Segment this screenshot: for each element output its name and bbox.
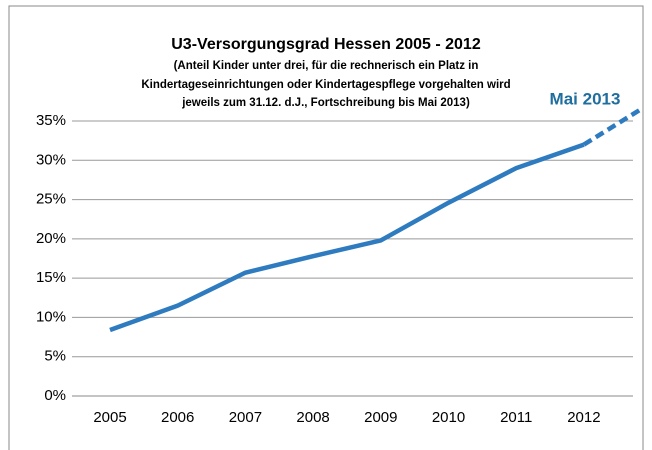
x-tick-label: 2007 bbox=[229, 409, 262, 426]
subtitle: jeweils zum 31.12. d.J., Fortschreibung … bbox=[181, 97, 470, 109]
subtitle: (Anteil Kinder unter drei, für die rechn… bbox=[174, 60, 479, 72]
x-tick-label: 2012 bbox=[567, 409, 600, 426]
x-tick-label: 2006 bbox=[161, 409, 194, 426]
projection-line bbox=[582, 107, 643, 147]
y-tick-label: 30% bbox=[36, 151, 66, 168]
data-line bbox=[109, 142, 585, 333]
chart-title: U3-Versorgungsgrad Hessen 2005 - 2012 bbox=[171, 36, 481, 53]
x-tick-label: 2010 bbox=[432, 409, 465, 426]
projection-label: Mai 2013 bbox=[550, 89, 621, 108]
y-tick-label: 25% bbox=[36, 191, 66, 208]
y-tick-label: 5% bbox=[44, 348, 66, 365]
y-tick-label: 35% bbox=[36, 112, 66, 129]
x-tick-label: 2005 bbox=[93, 409, 126, 426]
subtitle: Kindertageseinrichtungen oder Kindertage… bbox=[141, 79, 510, 91]
y-tick-label: 15% bbox=[36, 269, 66, 286]
x-tick-label: 2008 bbox=[296, 409, 329, 426]
y-tick-label: 0% bbox=[44, 387, 66, 404]
y-tick-label: 20% bbox=[36, 230, 66, 247]
y-tick-label: 10% bbox=[36, 308, 66, 325]
x-tick-label: 2011 bbox=[500, 409, 532, 426]
chart-frame bbox=[8, 5, 644, 450]
x-tick-label: 2009 bbox=[364, 409, 397, 426]
